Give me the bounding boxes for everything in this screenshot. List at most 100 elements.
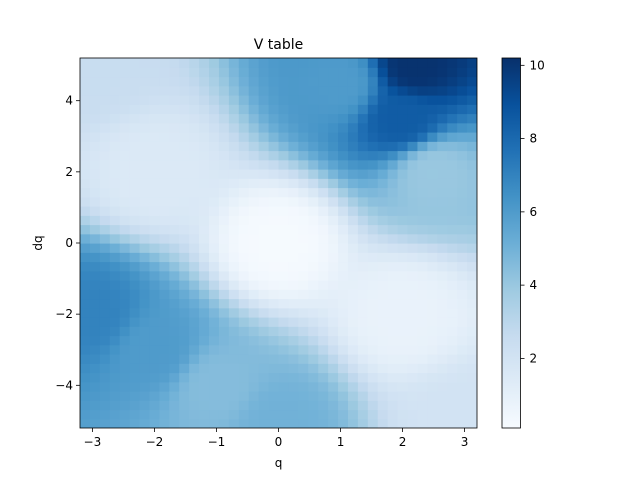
heatmap-cell bbox=[367, 354, 379, 364]
heatmap-cell bbox=[199, 113, 210, 124]
heatmap-cell bbox=[278, 206, 290, 216]
heatmap-cell bbox=[248, 317, 260, 327]
heatmap-cell bbox=[377, 243, 389, 253]
heatmap-cell bbox=[298, 67, 309, 78]
heatmap-cell bbox=[298, 178, 309, 189]
heatmap-cell bbox=[308, 178, 319, 189]
heatmap-cell bbox=[288, 215, 299, 226]
heatmap-cell bbox=[189, 243, 200, 253]
heatmap-cell bbox=[347, 307, 359, 318]
heatmap-cell bbox=[218, 354, 230, 364]
heatmap-cell bbox=[288, 298, 299, 309]
heatmap-cell bbox=[417, 261, 428, 272]
heatmap-cell bbox=[169, 307, 180, 318]
heatmap-cell bbox=[169, 344, 180, 355]
heatmap-cell bbox=[427, 289, 438, 300]
heatmap-cell bbox=[189, 196, 200, 207]
heatmap-cell bbox=[347, 280, 359, 290]
heatmap-cell bbox=[338, 381, 349, 392]
heatmap-cell bbox=[258, 363, 270, 374]
heatmap-cell bbox=[308, 141, 319, 152]
heatmap-cell bbox=[447, 206, 458, 216]
heatmap-cell bbox=[288, 85, 299, 96]
heatmap-cell bbox=[199, 187, 210, 198]
heatmap-cell bbox=[467, 187, 477, 198]
heatmap-cell bbox=[199, 252, 210, 263]
heatmap-cell bbox=[318, 391, 329, 401]
heatmap-cell bbox=[397, 400, 409, 411]
heatmap-cell bbox=[387, 141, 399, 152]
heatmap-cell bbox=[437, 67, 448, 78]
heatmap-cell bbox=[377, 150, 389, 161]
heatmap-cell bbox=[278, 289, 290, 300]
colorbar-tick-label: 2 bbox=[530, 351, 538, 365]
heatmap-cell bbox=[288, 409, 299, 420]
heatmap-cell bbox=[407, 76, 419, 87]
heatmap-cell bbox=[159, 409, 170, 420]
heatmap-cell bbox=[308, 298, 319, 309]
heatmap-cell bbox=[447, 261, 458, 272]
heatmap-cell bbox=[159, 381, 170, 392]
heatmap-cell bbox=[347, 363, 359, 374]
heatmap-cell bbox=[407, 196, 419, 207]
heatmap-cell bbox=[99, 141, 111, 152]
heatmap-cell bbox=[268, 76, 280, 87]
heatmap-cell bbox=[218, 243, 230, 253]
heatmap-cell bbox=[457, 344, 468, 355]
heatmap-cell bbox=[407, 113, 419, 124]
heatmap-cell bbox=[218, 252, 230, 263]
heatmap-cell bbox=[447, 122, 458, 133]
heatmap-cell bbox=[228, 280, 240, 290]
y-tick-label: −4 bbox=[55, 378, 73, 392]
heatmap-cell bbox=[159, 224, 170, 235]
heatmap-cell bbox=[119, 169, 131, 179]
heatmap-cell bbox=[278, 58, 290, 68]
heatmap-cell bbox=[347, 187, 359, 198]
heatmap-cell bbox=[119, 132, 131, 142]
heatmap-cell bbox=[318, 85, 329, 96]
heatmap-cell bbox=[407, 418, 419, 428]
heatmap-cell bbox=[189, 233, 200, 244]
heatmap-cell bbox=[189, 363, 200, 374]
heatmap-cell bbox=[209, 391, 220, 401]
heatmap-cell bbox=[119, 363, 131, 374]
heatmap-cell bbox=[109, 409, 121, 420]
heatmap-cell bbox=[209, 187, 220, 198]
heatmap-cell bbox=[268, 196, 280, 207]
heatmap-cell bbox=[387, 243, 399, 253]
heatmap-cell bbox=[248, 196, 260, 207]
heatmap-cell bbox=[80, 280, 91, 290]
heatmap-cell bbox=[427, 409, 438, 420]
heatmap-cell bbox=[397, 206, 409, 216]
heatmap-cell bbox=[80, 104, 91, 115]
heatmap-cell bbox=[149, 224, 161, 235]
heatmap-cell bbox=[99, 418, 111, 428]
x-axis: −3 −2 −1 0 1 2 3 bbox=[84, 428, 468, 449]
heatmap-cell bbox=[218, 85, 230, 96]
heatmap-cell bbox=[467, 206, 477, 216]
heatmap-cell bbox=[338, 224, 349, 235]
heatmap-cell bbox=[357, 280, 369, 290]
heatmap-cell bbox=[169, 335, 180, 346]
heatmap-cell bbox=[467, 95, 477, 105]
heatmap-cell bbox=[437, 215, 448, 226]
heatmap-cell bbox=[298, 233, 309, 244]
heatmap-cell bbox=[367, 233, 379, 244]
heatmap-cell bbox=[218, 76, 230, 87]
heatmap-cell bbox=[377, 354, 389, 364]
heatmap-cell bbox=[288, 206, 299, 216]
heatmap-cell bbox=[268, 409, 280, 420]
heatmap-cell bbox=[258, 58, 270, 68]
heatmap-cell bbox=[189, 400, 200, 411]
heatmap-cell bbox=[89, 400, 101, 411]
heatmap-cell bbox=[347, 104, 359, 115]
heatmap-cell bbox=[347, 215, 359, 226]
heatmap-cell bbox=[209, 76, 220, 87]
heatmap-cell bbox=[89, 307, 101, 318]
heatmap-cell bbox=[278, 141, 290, 152]
heatmap-cell bbox=[80, 224, 91, 235]
heatmap-cell bbox=[298, 76, 309, 87]
heatmap-cell bbox=[318, 344, 329, 355]
heatmap-cell bbox=[199, 280, 210, 290]
heatmap-cell bbox=[347, 95, 359, 105]
